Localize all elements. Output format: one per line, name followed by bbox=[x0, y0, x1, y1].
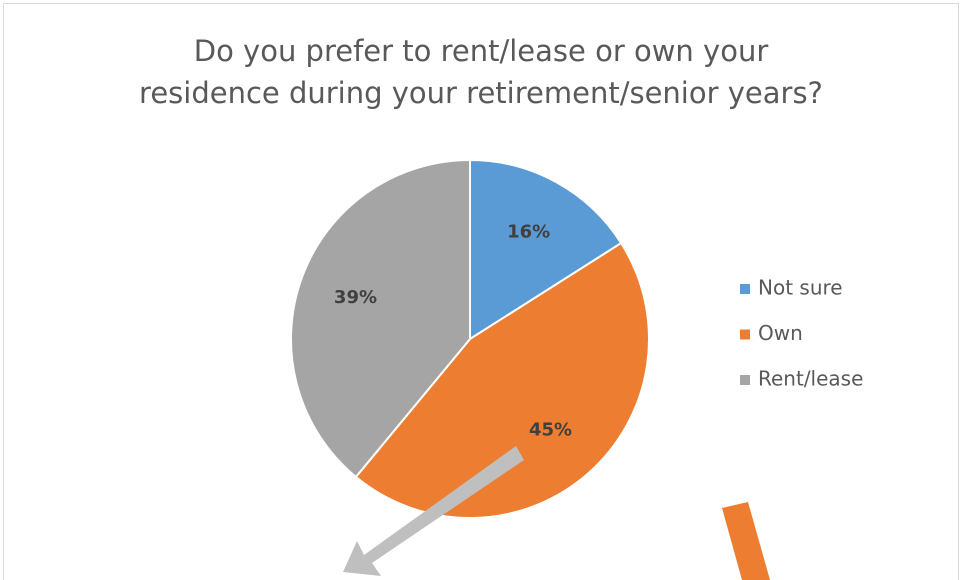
arrow-annotation bbox=[343, 446, 524, 576]
pie-slice bbox=[290, 158, 471, 479]
legend-swatch bbox=[740, 284, 750, 294]
legend-label: Not sure bbox=[758, 276, 843, 300]
pie-slice bbox=[354, 241, 650, 519]
legend-swatch bbox=[740, 375, 750, 385]
data-label: 45% bbox=[529, 419, 572, 440]
pie: 16% 45% 39% bbox=[290, 158, 650, 519]
legend-label: Own bbox=[758, 321, 803, 345]
pie-slice bbox=[469, 158, 623, 341]
orange-annotation bbox=[722, 502, 770, 580]
chart-border bbox=[3, 3, 959, 580]
chart-title: Do you prefer to rent/lease or own your … bbox=[139, 34, 823, 110]
data-label: 16% bbox=[507, 221, 550, 242]
data-label: 39% bbox=[334, 287, 377, 308]
legend: Not sure Own Rent/lease bbox=[740, 276, 863, 391]
legend-label: Rent/lease bbox=[758, 367, 863, 391]
legend-swatch bbox=[740, 329, 750, 340]
